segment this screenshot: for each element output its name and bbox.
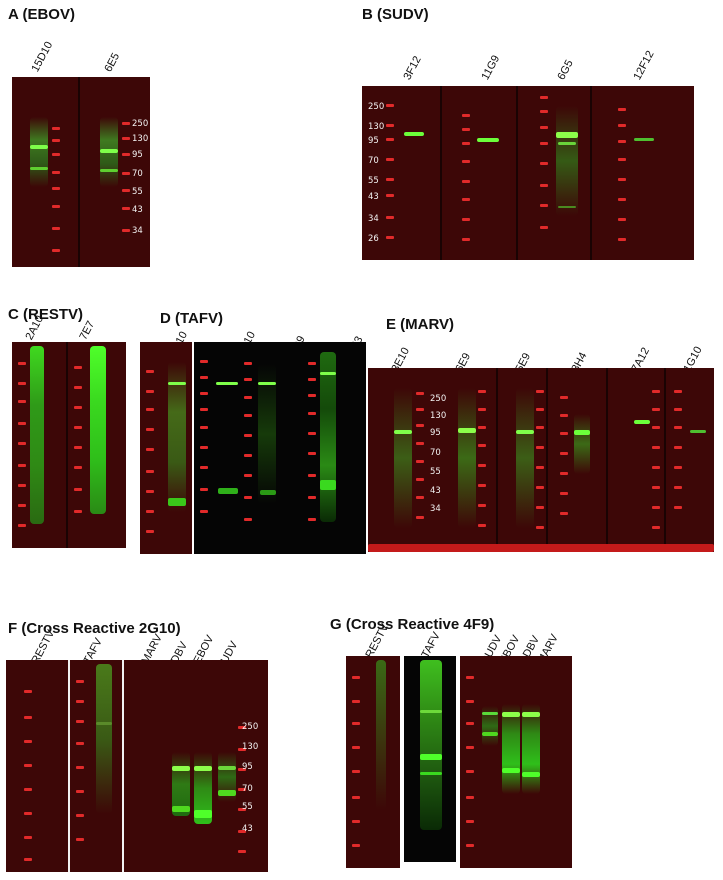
panel-d-title: D (TAFV) (160, 310, 224, 327)
panel-a-marker: 55 (132, 187, 143, 197)
panel-b-title: B (SUDV) (362, 6, 429, 23)
panel-a-marker: 43 (132, 205, 143, 215)
panel-f-marker: 250 (242, 722, 259, 732)
panel-e-marker: 34 (430, 504, 441, 514)
panel-e-marker: 130 (430, 411, 447, 421)
panel-b-marker: 43 (368, 192, 379, 202)
panel-f-marker: 95 (242, 762, 253, 772)
panel-d-blot-left (140, 342, 192, 554)
panel-g-blot-left (346, 656, 400, 868)
panel-f-marker: 43 (242, 824, 253, 834)
panel-a-blot: 250 130 95 70 55 43 34 (12, 77, 150, 267)
panel-f-title: F (Cross Reactive 2G10) (8, 620, 181, 637)
panel-g-blot-middle (404, 656, 456, 862)
panel-a-title: A (EBOV) (8, 6, 75, 23)
panel-e-marker: 250 (430, 394, 447, 404)
panel-a-marker: 130 (132, 134, 149, 144)
panel-f-blot: 250 130 95 70 55 43 (6, 660, 268, 872)
panel-a-lane-label: 15D10 (29, 39, 56, 74)
panel-a-marker: 95 (132, 150, 143, 160)
panel-b-marker: 130 (368, 122, 385, 132)
panel-b-lane-label: 6G5 (555, 58, 576, 82)
panel-b-marker: 55 (368, 176, 379, 186)
panel-f-marker: 70 (242, 784, 253, 794)
panel-g-title: G (Cross Reactive 4F9) (330, 616, 495, 633)
panel-b-lane-label: 11G9 (479, 53, 503, 82)
panel-e-title: E (MARV) (386, 316, 455, 333)
panel-a-lane-label: 6E5 (102, 51, 123, 74)
panel-b-marker: 34 (368, 214, 379, 224)
panel-b-blot: 250 130 95 70 55 43 34 26 (362, 86, 694, 260)
panel-c-blot (12, 342, 126, 548)
panel-b-marker: 250 (368, 102, 385, 112)
panel-b-marker: 95 (368, 136, 379, 146)
panel-f-marker: 55 (242, 802, 253, 812)
panel-b-lane-label: 12F12 (631, 48, 657, 82)
panel-a-marker: 250 (132, 119, 149, 129)
panel-b-lane-label: 3F12 (401, 54, 424, 82)
panel-e-blot: 250 130 95 70 55 43 34 (368, 368, 714, 552)
panel-d-blot-right (194, 342, 366, 554)
panel-e-marker: 95 (430, 428, 441, 438)
panel-f-marker: 130 (242, 742, 259, 752)
panel-e-marker: 55 (430, 467, 441, 477)
panel-b-marker: 26 (368, 234, 379, 244)
panel-a-marker: 70 (132, 169, 143, 179)
panel-g-blot-right (460, 656, 572, 868)
panel-a-marker: 34 (132, 226, 143, 236)
panel-e-marker: 70 (430, 448, 441, 458)
panel-b-marker: 70 (368, 156, 379, 166)
panel-e-marker: 43 (430, 486, 441, 496)
panel-c-title: C (RESTV) (8, 306, 83, 323)
